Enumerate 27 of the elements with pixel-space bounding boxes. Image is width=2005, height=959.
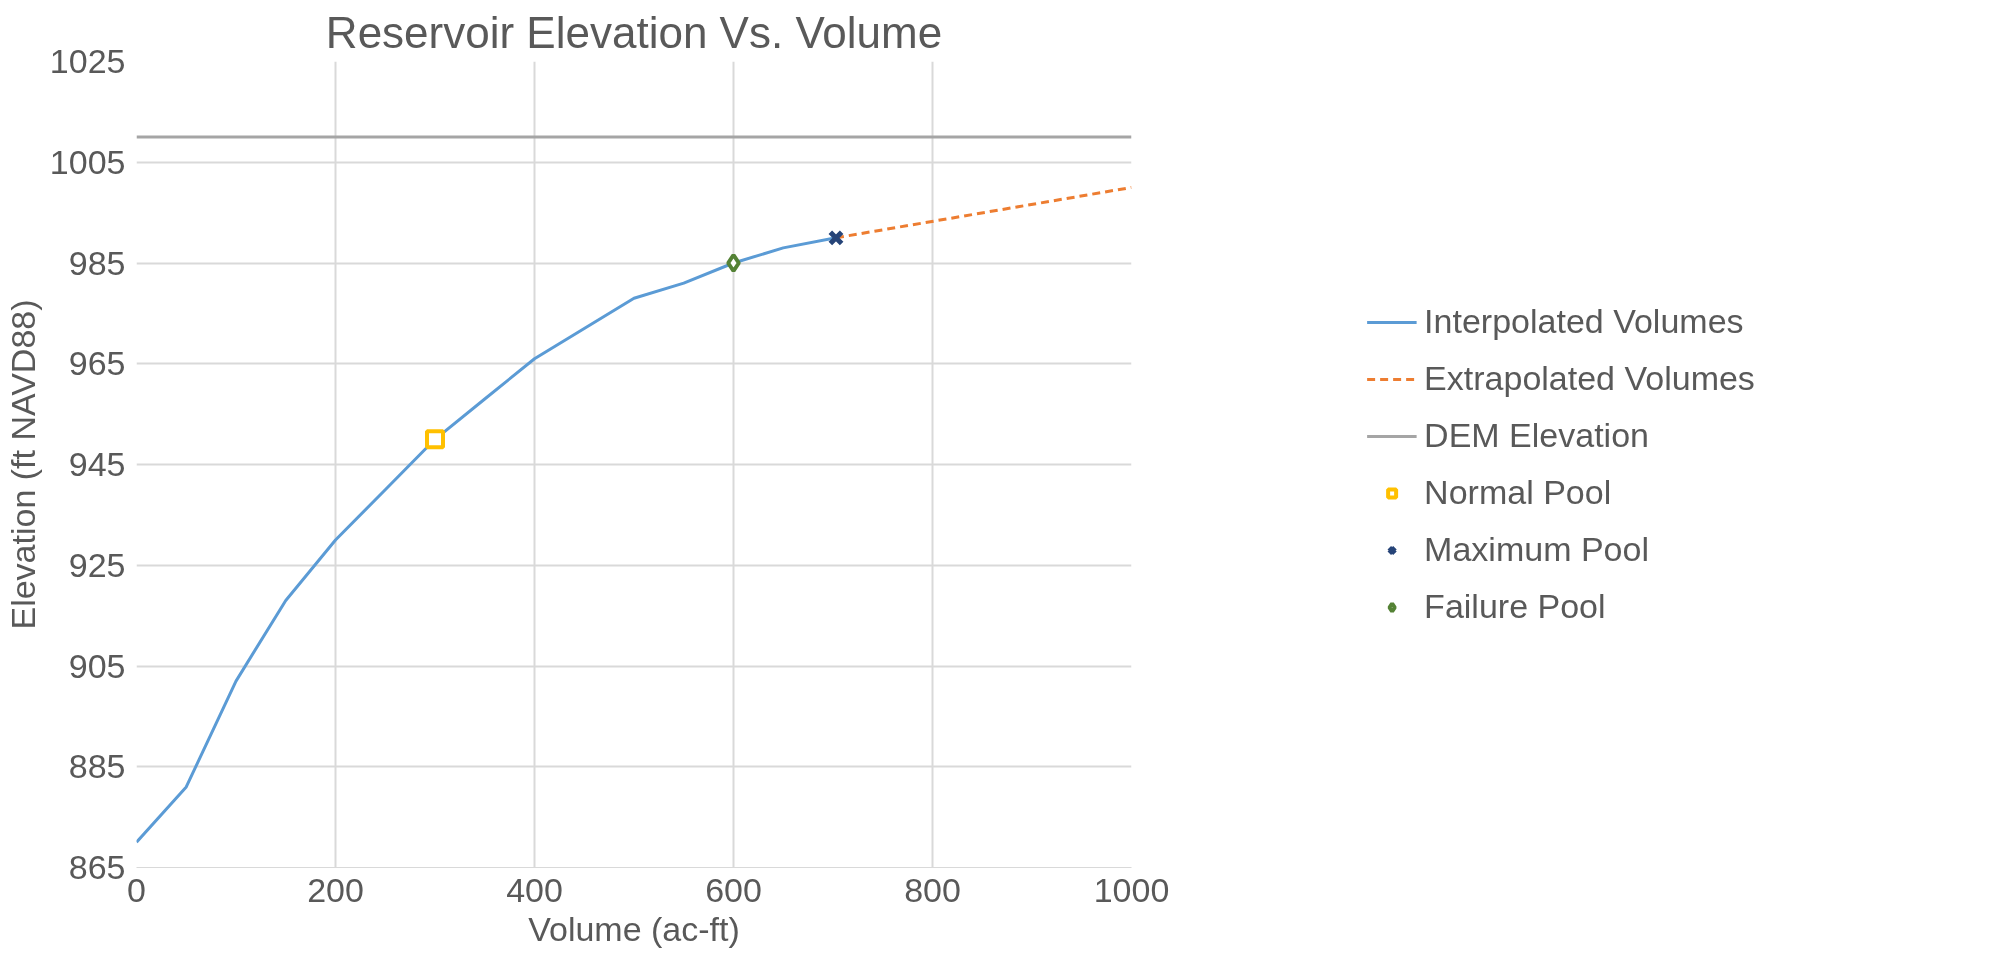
- legend-label: Normal Pool: [1424, 473, 1612, 512]
- legend-label: Extrapolated Volumes: [1424, 359, 1755, 398]
- point: [726, 253, 741, 273]
- y-axis-title: Elevation (ft NAVD88): [3, 299, 42, 630]
- y-tick-label: 925: [68, 545, 126, 584]
- y-tick-label: 865: [68, 848, 126, 886]
- point: [425, 429, 445, 450]
- legend-label: DEM Elevation: [1424, 416, 1649, 455]
- x-tick-label: 400: [506, 870, 563, 909]
- y-tick-label: 965: [68, 344, 126, 383]
- y-tick-label: 885: [68, 747, 126, 786]
- y-tick-label: 1005: [49, 142, 126, 181]
- y-tick-label: 1025: [49, 42, 126, 80]
- x-tick-label: 800: [904, 870, 961, 909]
- x-axis-title: Volume (ac-ft): [528, 909, 740, 948]
- legend-label: Failure Pool: [1424, 587, 1606, 626]
- chart-title: Reservoir Elevation Vs. Volume: [325, 7, 943, 57]
- x-tick-label: 600: [705, 870, 762, 909]
- x-tick-label: 1000: [1093, 870, 1170, 909]
- point: [827, 229, 845, 246]
- legend-label: Interpolated Volumes: [1424, 302, 1744, 341]
- y-tick-label: 905: [68, 646, 126, 685]
- y-tick-label: 985: [68, 243, 126, 282]
- y-tick-label: 945: [68, 445, 126, 483]
- legend-label: Maximum Pool: [1424, 530, 1649, 569]
- x-tick-label: 0: [127, 870, 146, 909]
- x-tick-label: 200: [307, 870, 364, 909]
